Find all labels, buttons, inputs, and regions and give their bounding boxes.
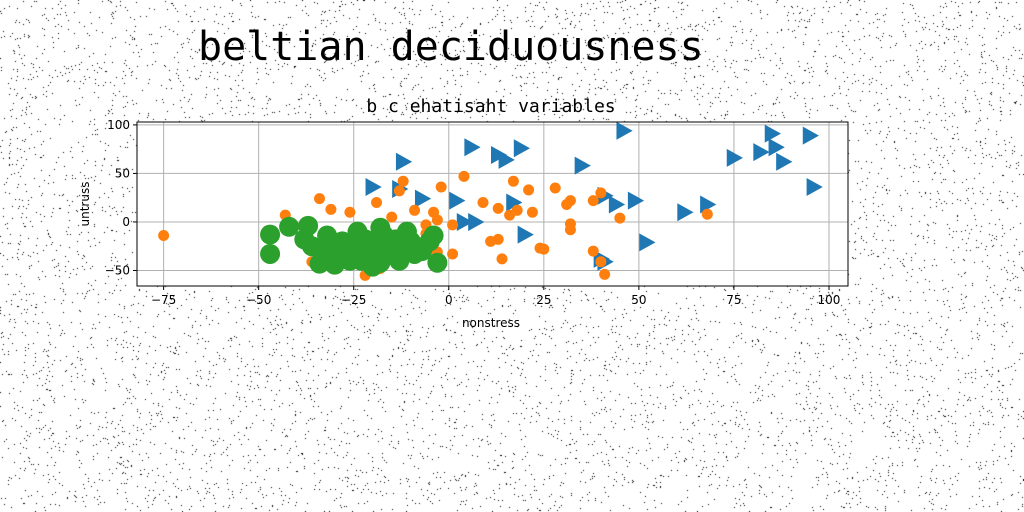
series-1-point [627, 191, 645, 210]
series-2-point [477, 197, 489, 209]
grid-lines [137, 122, 848, 286]
series-2-point [595, 256, 607, 268]
series-2-point [523, 184, 535, 196]
series-2-point [549, 182, 561, 194]
series-2-point [511, 204, 523, 216]
series-1-point [449, 191, 466, 210]
x-tick-label: −75 [151, 293, 176, 307]
plot-area [137, 122, 848, 286]
x-axis-title: nonstress [462, 316, 520, 330]
series-1-point [764, 124, 781, 143]
series-2-point [435, 181, 447, 193]
series-2-point [492, 233, 504, 245]
series-1-point [365, 178, 382, 197]
series-3-point [347, 221, 368, 242]
x-tick-label: 0 [445, 293, 453, 307]
series-1-point [768, 138, 785, 157]
data-points [158, 121, 823, 281]
series-2-point [526, 206, 538, 218]
series-1-point [574, 156, 591, 175]
series-2-point [386, 211, 398, 223]
series-1-point [456, 212, 473, 231]
series-3-point [370, 217, 391, 238]
series-2-point [325, 203, 337, 215]
y-axis-title: untruss [78, 182, 92, 227]
plot-title: b c ehatisaht variables [366, 96, 615, 117]
series-2-point [458, 170, 470, 182]
series-1-point [414, 189, 432, 208]
series-1-point [700, 195, 717, 214]
series-3-point [362, 256, 383, 277]
series-2-point [371, 197, 383, 209]
series-1-point [464, 138, 481, 157]
series-2-point [447, 248, 459, 260]
series-2-point [587, 245, 599, 257]
series-1-point [802, 126, 819, 145]
series-2-point [314, 193, 326, 205]
series-2-point [393, 185, 405, 197]
y-tick-label: 50 [115, 166, 130, 180]
series-2-point [507, 175, 519, 187]
series-1-point [395, 152, 413, 171]
series-1-point [677, 203, 694, 222]
series-1-point [806, 178, 823, 197]
series-1-point [726, 148, 743, 167]
series-1-point [468, 212, 485, 231]
series-1-point [498, 150, 515, 169]
y-tick-label: 100 [107, 118, 130, 132]
series-1-point [639, 233, 656, 252]
series-3-point [298, 215, 319, 236]
series-2-point [701, 208, 713, 220]
y-tick-label: 0 [122, 215, 130, 229]
series-2-point [158, 230, 170, 242]
series-2-point [564, 224, 576, 236]
series-2-point [344, 206, 356, 218]
series-2-point [538, 243, 550, 255]
series-2-point [397, 175, 409, 187]
series-2-point [595, 187, 607, 199]
x-tick-label: 75 [726, 293, 741, 307]
series-3-point [427, 252, 448, 273]
plot-frame [136, 121, 849, 287]
series-2-point [496, 253, 508, 265]
series-1-point [608, 195, 626, 214]
series-2-point [599, 268, 611, 280]
series-2-point [614, 212, 626, 224]
series-2-point [447, 219, 459, 231]
figure-suptitle: beltian deciduousness [198, 24, 704, 70]
x-tick-label: −50 [246, 293, 271, 307]
series-1-point [506, 193, 523, 212]
series-2-point [409, 204, 421, 216]
series-3-point [279, 216, 300, 237]
series-3-point [260, 224, 281, 245]
series-1-point [517, 225, 534, 244]
series-2-point [587, 195, 599, 207]
series-3-point [260, 243, 281, 264]
axis-ticks: −75 −50 −25 0 25 50 75 100 −50 0 50 100 [105, 118, 841, 307]
series-1-point [616, 121, 633, 140]
series-1-point [776, 152, 793, 171]
x-tick-label: 25 [536, 293, 551, 307]
series-1-point [753, 143, 770, 162]
y-tick-label: −50 [105, 263, 130, 277]
x-tick-label: 50 [631, 293, 646, 307]
series-2-point [431, 214, 443, 226]
series-1-point [513, 139, 531, 158]
series-3-point [423, 225, 444, 246]
series-2-point [564, 195, 576, 207]
series-2-point [492, 202, 504, 214]
x-tick-label: 100 [818, 293, 841, 307]
x-tick-label: −25 [341, 293, 366, 307]
